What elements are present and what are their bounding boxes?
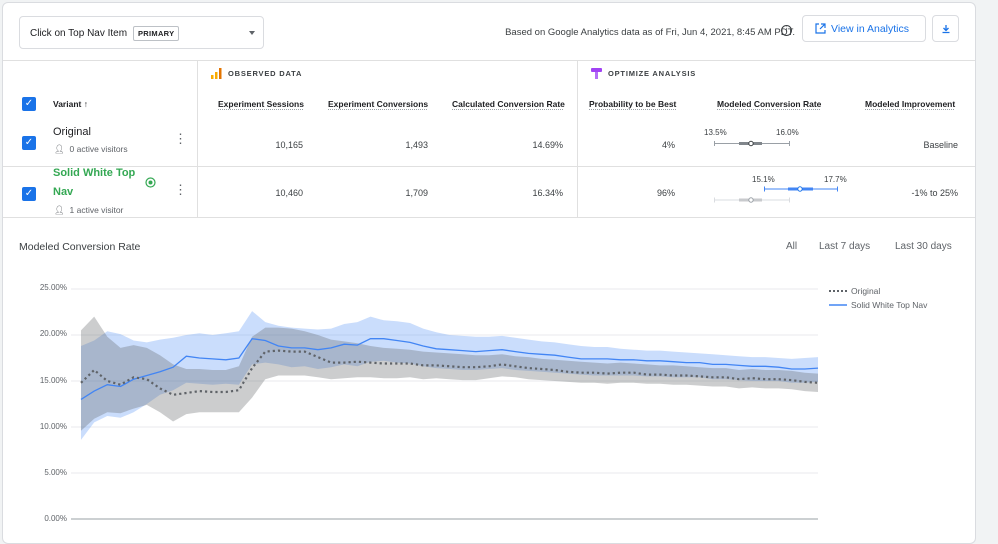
conversions-solid-white-top-nav: 1,709: [405, 188, 428, 198]
rate-original: 14.69%: [532, 140, 563, 150]
active-visitors-solid-white-top-nav: 👤︎ 1 active visitor: [54, 205, 124, 215]
variant-checkbox-original[interactable]: ✓: [22, 136, 36, 150]
range-last-30-days[interactable]: Last 30 days: [895, 241, 952, 252]
variant-name-line1: Solid White Top: [53, 167, 136, 179]
mcr-interval-solid-white-top-nav: [714, 186, 838, 203]
legend-swatch-original: [829, 290, 847, 292]
prob-original: 4%: [661, 140, 675, 150]
rate-solid-white-top-nav: 16.34%: [532, 188, 563, 198]
caret-down-icon: [249, 31, 255, 35]
info-icon[interactable]: i: [781, 25, 792, 36]
person-icon: 👤︎: [54, 205, 65, 215]
variant-checkbox-solid-white-top-nav[interactable]: ✓: [22, 187, 36, 201]
active-visitors-original: 👤︎ 0 active visitors: [54, 144, 128, 154]
variant-name-original: Original: [53, 126, 91, 138]
y-tick-10: 10.00%: [39, 422, 67, 431]
view-in-analytics-label: View in Analytics: [831, 23, 910, 35]
y-tick-20: 20.00%: [39, 329, 67, 338]
analytics-bar-icon: [211, 68, 222, 79]
improvement-solid-white-top-nav: -1% to 25%: [911, 188, 958, 198]
improvement-original: Baseline: [923, 140, 958, 150]
conversions-original: 1,493: [405, 140, 428, 150]
objective-dropdown[interactable]: Click on Top Nav Item PRIMARY: [19, 16, 264, 49]
primary-chip: PRIMARY: [133, 26, 180, 41]
mcr-low-original: 13.5%: [704, 128, 727, 137]
col-calculated-conversion-rate[interactable]: Calculated Conversion Rate: [452, 99, 565, 109]
data-source-text: Based on Google Analytics data as of Fri…: [505, 27, 795, 38]
col-modeled-conversion-rate[interactable]: Modeled Conversion Rate: [717, 99, 822, 109]
legend-swatch-solid-white-top-nav: [829, 304, 847, 306]
line-solid-white-top-nav: [80, 338, 819, 400]
y-tick-0: 0.00%: [44, 514, 67, 523]
col-experiment-conversions[interactable]: Experiment Conversions: [328, 99, 429, 109]
legend-original[interactable]: Original: [851, 286, 881, 296]
view-in-analytics-button[interactable]: View in Analytics: [802, 15, 926, 42]
select-all-checkbox[interactable]: ✓: [22, 97, 36, 111]
col-modeled-improvement[interactable]: Modeled Improvement: [865, 99, 956, 109]
range-last-7-days[interactable]: Last 7 days: [819, 241, 871, 252]
band-solid-white-top-nav: [81, 311, 818, 440]
y-tick-5: 5.00%: [44, 468, 67, 477]
range-all[interactable]: All: [786, 241, 798, 252]
sessions-solid-white-top-nav: 10,460: [275, 188, 303, 198]
mcr-interval-original: [714, 140, 790, 147]
variant-name-line2: Nav: [53, 186, 74, 198]
y-tick-25: 25.00%: [39, 283, 67, 292]
experiment-report-card: Click on Top Nav Item PRIMARY Based on G…: [2, 2, 976, 544]
y-tick-15: 15.00%: [39, 376, 67, 385]
legend-solid-white-top-nav[interactable]: Solid White Top Nav: [851, 300, 928, 310]
leader-badge-icon: [145, 177, 156, 188]
band-original: [81, 316, 818, 431]
chart-title: Modeled Conversion Rate: [19, 241, 141, 253]
prob-solid-white-top-nav: 96%: [656, 188, 675, 198]
dropdown-label: Click on Top Nav Item: [30, 28, 128, 39]
optimize-icon: [591, 68, 602, 79]
download-button[interactable]: [932, 15, 959, 42]
mcr-high-original: 16.0%: [776, 128, 799, 137]
download-icon: [942, 25, 949, 34]
conversion-rate-chart: [71, 288, 819, 520]
optimize-analysis-label: OPTIMIZE ANALYSIS: [608, 69, 697, 78]
person-icon: 👤︎: [54, 144, 65, 154]
mcr-high-solid-white-top-nav: 17.7%: [824, 175, 847, 184]
col-probability-to-be-best[interactable]: Probability to be Best: [589, 99, 677, 109]
col-experiment-sessions[interactable]: Experiment Sessions: [218, 99, 304, 109]
variant-header[interactable]: Variant ↑: [53, 99, 88, 109]
arrow-up-icon: ↑: [83, 99, 88, 109]
sessions-original: 10,165: [275, 140, 303, 150]
external-link-icon: [815, 23, 826, 34]
mcr-low-solid-white-top-nav: 15.1%: [752, 175, 775, 184]
observed-data-label: OBSERVED DATA: [228, 69, 303, 78]
